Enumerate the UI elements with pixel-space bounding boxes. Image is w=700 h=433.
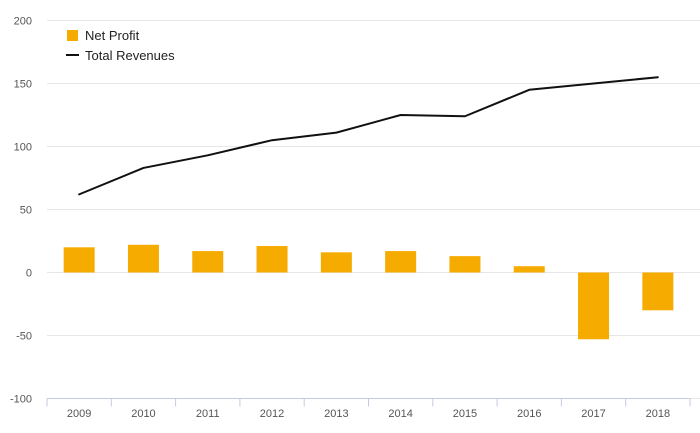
y-tick-label: -100 [10,394,32,406]
legend-swatch-net-profit [67,30,78,41]
net-profit-bars [63,244,674,340]
x-axis-tick-labels: 2009 2010 2011 2012 2013 2014 2015 2016 2017 2018 [67,408,670,420]
x-tick-label-2018: 2018 [646,408,670,420]
x-tick-label-2013: 2013 [324,408,348,420]
bar-net-profit-2018 [642,272,674,311]
grid-lines [47,20,700,399]
legend-label-net-profit: Net Profit [85,28,140,43]
x-tick-label-2011: 2011 [196,408,220,420]
x-tick-label-2016: 2016 [517,408,541,420]
y-tick-label: -50 [16,331,32,343]
bar-net-profit-2009 [63,247,95,273]
bar-net-profit-2016 [513,266,545,273]
x-tick-label-2017: 2017 [581,408,605,420]
line-total-revenues [78,76,659,196]
x-axis [46,398,691,407]
bar-net-profit-2014 [385,251,417,273]
x-tick-label-2014: 2014 [388,408,412,420]
y-tick-label: 100 [14,142,32,154]
legend-label-total-revenues: Total Revenues [85,48,175,63]
y-tick-label: 200 [14,16,32,28]
bar-net-profit-2013 [320,252,352,273]
total-revenues-line-group [78,76,659,196]
legend: Net Profit Total Revenues [66,28,175,63]
x-tick-label-2010: 2010 [131,408,155,420]
y-tick-label: 150 [14,79,32,91]
x-tick-label-2015: 2015 [453,408,477,420]
y-axis-tick-labels: 200 150 100 50 0 -50 -100 [10,16,32,406]
y-tick-label: 50 [20,205,32,217]
bar-net-profit-2017 [578,272,610,340]
bar-net-profit-2010 [127,244,159,273]
y-tick-label: 0 [26,268,32,280]
bar-net-profit-2015 [449,256,481,273]
bar-net-profit-2012 [256,246,288,273]
bar-net-profit-2011 [192,251,224,273]
x-tick-label-2009: 2009 [67,408,91,420]
x-tick-label-2012: 2012 [260,408,284,420]
